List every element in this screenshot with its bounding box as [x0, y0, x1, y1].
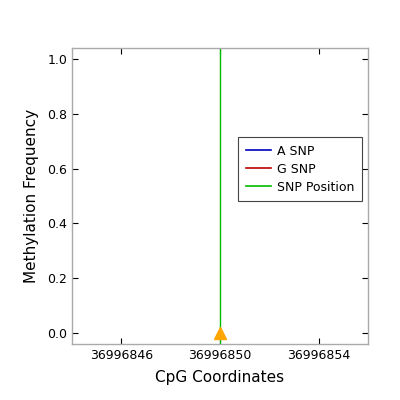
Legend: A SNP, G SNP, SNP Position: A SNP, G SNP, SNP Position — [238, 137, 362, 201]
X-axis label: CpG Coordinates: CpG Coordinates — [156, 370, 284, 385]
Y-axis label: Methylation Frequency: Methylation Frequency — [24, 109, 39, 283]
